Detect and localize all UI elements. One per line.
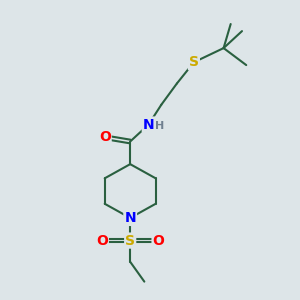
Text: O: O bbox=[99, 130, 111, 144]
Text: N: N bbox=[143, 118, 154, 131]
Text: O: O bbox=[96, 234, 108, 248]
Text: N: N bbox=[124, 211, 136, 225]
Text: S: S bbox=[125, 234, 135, 248]
Text: S: S bbox=[189, 55, 199, 69]
Text: O: O bbox=[153, 234, 164, 248]
Text: H: H bbox=[155, 121, 164, 131]
